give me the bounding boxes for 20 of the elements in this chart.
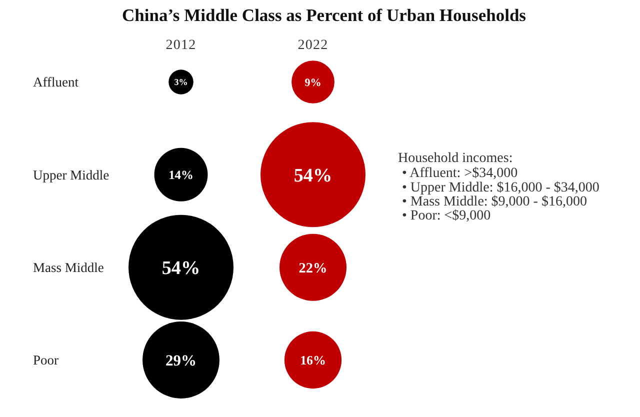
series-label: 2012 [166,38,196,53]
text: • Upper Middle: $16,000 - $34,000 [402,180,600,196]
category-label: Poor [33,352,60,368]
text: Household incomes: [398,150,513,166]
data-label: 14% [168,168,194,182]
data-label: 22% [298,260,328,276]
text: • Poor: <$9,000 [402,208,491,224]
text: China’s Middle Class as Percent of Urban Households [122,5,526,25]
data-label: 9% [304,76,322,89]
series-label: 2022 [298,38,328,53]
category-label: Mass Middle [33,260,104,276]
text: • Mass Middle: $9,000 - $16,000 [402,194,587,210]
text: • Affluent: >$34,000 [402,166,518,182]
data-label: 54% [294,165,332,186]
data-label: 16% [300,352,326,368]
data-label: 54% [162,258,200,280]
data-label: 29% [166,352,196,370]
category-label: Affluent [33,74,79,90]
category-label: Upper Middle [33,167,110,182]
data-label: 3% [174,77,188,88]
